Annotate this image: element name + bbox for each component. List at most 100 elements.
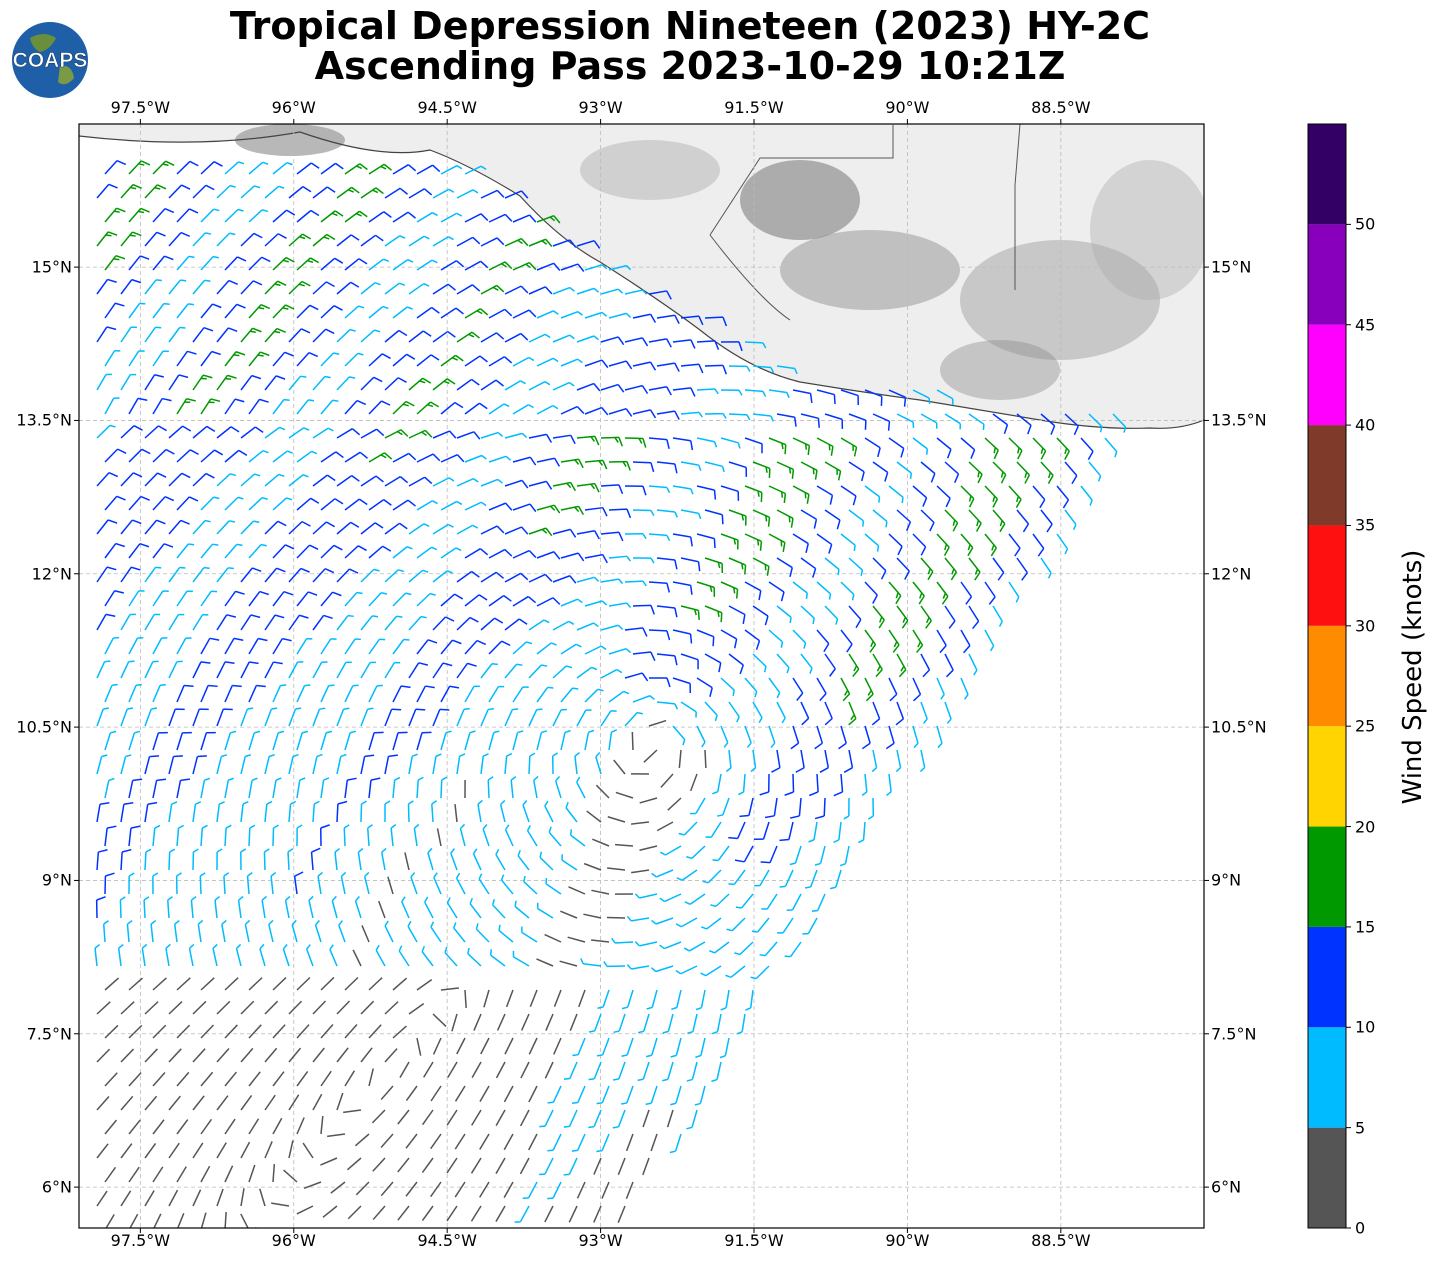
- wind-barb: [480, 332, 505, 343]
- wind-barb: [168, 519, 190, 535]
- wind-barb: [120, 278, 142, 295]
- wind-barb: [104, 872, 115, 895]
- wind-barb: [272, 591, 294, 607]
- wind-barb: [192, 327, 214, 343]
- wind-barb: [920, 461, 936, 483]
- wind-barb: [584, 264, 608, 271]
- wind-barb: [384, 569, 405, 583]
- wind-barb: [800, 413, 820, 428]
- wind-barb: [216, 520, 236, 535]
- wind-barb: [168, 374, 189, 391]
- wind-barb: [560, 505, 585, 515]
- wind-barb: [430, 921, 442, 943]
- wind-barb: [700, 965, 722, 977]
- wind-barb: [192, 232, 212, 247]
- wind-barb: [710, 893, 730, 908]
- wind-barb: [536, 504, 561, 514]
- wind-barb: [216, 426, 240, 439]
- wind-barb: [519, 1157, 530, 1175]
- wind-barb: [464, 260, 489, 271]
- wind-barb: [626, 915, 650, 922]
- wind-barb: [738, 773, 746, 796]
- wind-barb: [104, 495, 126, 511]
- wind-barb: [776, 461, 795, 479]
- wind-barb: [944, 509, 959, 532]
- wind-barb: [175, 872, 182, 895]
- wind-barb: [576, 435, 600, 446]
- wind-barb: [384, 920, 394, 943]
- wind-barb: [296, 351, 319, 367]
- wind-barb: [678, 821, 698, 836]
- wind-barb: [607, 867, 626, 871]
- wind-barb: [752, 701, 763, 724]
- wind-barb: [648, 629, 671, 641]
- wind-barb: [621, 1037, 634, 1058]
- wind-barb: [528, 573, 553, 583]
- wind-barb: [416, 592, 436, 607]
- lon-tick-label: 91.5°W: [724, 98, 784, 117]
- wind-barb: [639, 845, 658, 852]
- wind-barb: [264, 800, 273, 823]
- wind-barb: [432, 188, 455, 199]
- wind-barb: [696, 533, 716, 549]
- wind-barb: [96, 424, 116, 439]
- wind-barb: [648, 581, 671, 593]
- wind-barb: [272, 1163, 276, 1183]
- wind-barb: [248, 637, 268, 655]
- wind-barb: [192, 755, 207, 775]
- wind-barb: [720, 581, 739, 599]
- wind-barb: [656, 653, 678, 666]
- wind-barb: [360, 800, 367, 823]
- wind-barb: [320, 305, 343, 319]
- wind-barb: [617, 1157, 626, 1176]
- wind-barb: [560, 729, 571, 751]
- wind-barb: [760, 845, 778, 864]
- wind-barb: [678, 749, 682, 768]
- wind-barb: [695, 989, 706, 1011]
- wind-barb: [320, 730, 333, 751]
- wind-barb: [512, 214, 537, 223]
- wind-barb: [872, 413, 891, 431]
- wind-barb: [296, 976, 311, 991]
- wind-barb: [264, 753, 275, 775]
- wind-barb: [296, 824, 303, 847]
- wind-barb: [95, 896, 106, 919]
- wind-barb: [522, 1181, 538, 1199]
- wind-barb: [725, 965, 746, 979]
- wind-barb: [144, 472, 167, 487]
- wind-barb: [176, 1166, 187, 1183]
- wind-barb: [456, 236, 481, 247]
- wind-barb: [528, 619, 550, 631]
- wind-barb: [319, 824, 330, 847]
- wind-barb: [320, 210, 344, 223]
- wind-barb: [843, 797, 850, 820]
- wind-barb: [240, 426, 264, 439]
- wind-barb: [392, 977, 408, 991]
- wind-barb: [224, 256, 247, 271]
- wind-barb: [632, 461, 655, 473]
- wind-barb: [686, 845, 706, 860]
- wind-barb: [576, 529, 600, 540]
- wind-barb: [595, 784, 610, 799]
- wind-barb: [584, 729, 595, 751]
- wind-barb: [128, 1119, 141, 1135]
- wind-barb: [248, 256, 271, 271]
- wind-barb: [704, 653, 722, 673]
- wind-barb: [885, 725, 895, 750]
- wind-barb: [128, 872, 135, 895]
- wind-barb: [584, 553, 608, 564]
- wind-barb: [312, 328, 335, 343]
- wind-barb: [704, 509, 724, 525]
- wind-barb: [454, 804, 458, 823]
- wind-barb: [387, 876, 394, 895]
- wind-barb: [176, 350, 197, 367]
- wind-barb: [992, 461, 1007, 484]
- wind-barb: [608, 602, 632, 608]
- wind-barb: [216, 279, 238, 295]
- wind-barb: [224, 398, 245, 415]
- wind-barb: [1104, 437, 1118, 458]
- wind-barb: [608, 647, 632, 655]
- wind-barb: [416, 731, 432, 751]
- wind-barb: [488, 261, 513, 271]
- wind-barb: [168, 425, 192, 439]
